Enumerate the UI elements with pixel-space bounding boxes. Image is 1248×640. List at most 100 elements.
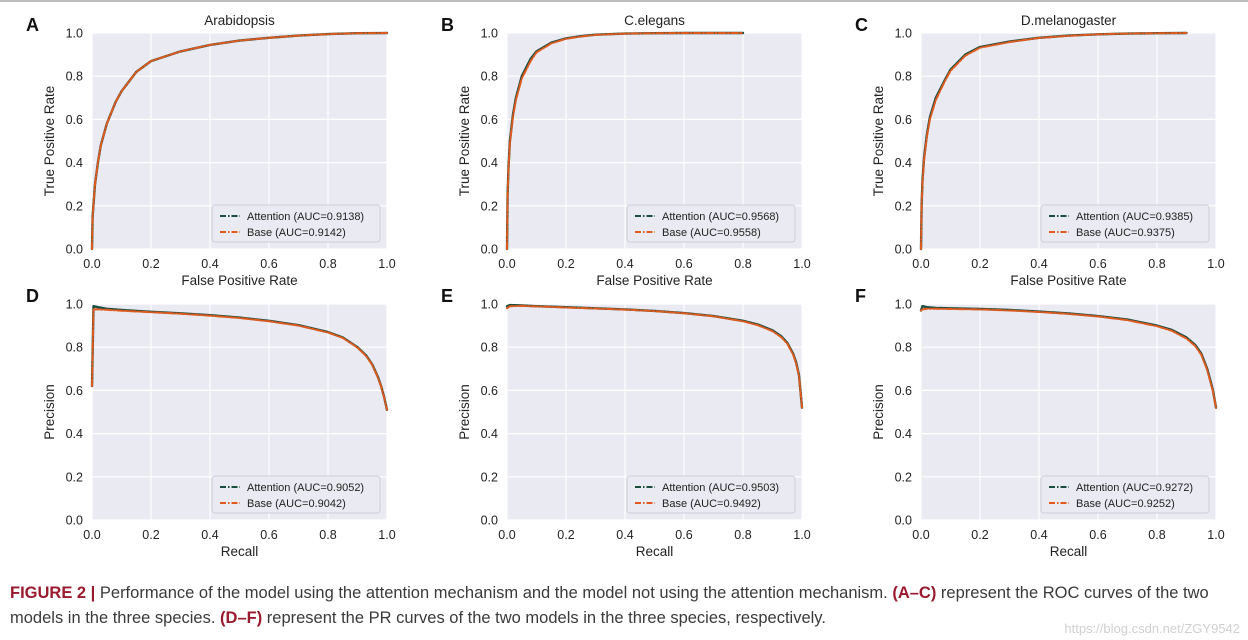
- panel-pr-dmelanogaster: 0.00.0 0.2 0.2 0.4 0.4 0.6 0.6 0.8 0.8 1.0 1.0 Reca…: [855, 286, 1225, 559]
- y-tick-label: 0.6: [66, 113, 83, 127]
- y-tick-label: 0.0: [481, 243, 498, 257]
- legend-entry: Attention (AUC=0.9272): [1076, 482, 1193, 494]
- legend-entry: Attention (AUC=0.9138): [247, 211, 364, 223]
- panel-letter: A: [26, 15, 39, 35]
- y-tick-label: 0.2: [895, 470, 912, 484]
- y-tick-label: 0.8: [481, 70, 498, 84]
- x-tick-label: 0.2: [142, 257, 159, 271]
- y-tick-label: 0.4: [481, 156, 498, 170]
- caption-text-2: represent the ROC curves of the two mode…: [10, 584, 1209, 627]
- x-tick-label: 0.0: [912, 528, 929, 542]
- legend-entry: Base (AUC=0.9492): [662, 498, 761, 510]
- x-tick-label: 0.0: [498, 257, 515, 271]
- y-tick-label: 0.6: [66, 384, 83, 398]
- y-axis-label: Precision: [457, 384, 472, 440]
- y-axis-label: Precision: [42, 384, 57, 440]
- panel-roc-dmelanogaster: 0.00.0 0.2 0.2 0.4 0.4 0.6 0.6 0.8 0.8 1.0 1.0 D.me…: [855, 13, 1225, 288]
- y-tick-label: 1.0: [66, 27, 83, 41]
- legend-entry: Base (AUC=0.9558): [662, 227, 761, 239]
- y-tick-label: 1.0: [895, 298, 912, 312]
- series-line-base: [920, 307, 1217, 409]
- x-tick-label: 1.0: [1207, 257, 1224, 271]
- panel-pr-celegans: 0.00.0 0.2 0.2 0.4 0.4 0.6 0.6 0.8 0.8 1.0 1.0 Reca…: [441, 286, 811, 559]
- x-tick-label: 0.8: [734, 257, 751, 271]
- legend-box: [211, 475, 381, 514]
- figure-caption: FIGURE 2 | Performance of the model usin…: [10, 581, 1242, 631]
- series-line-base: [506, 304, 803, 409]
- y-tick-label: 0.0: [66, 243, 83, 257]
- legend-entry: Base (AUC=0.9042): [247, 498, 346, 510]
- y-tick-label: 0.8: [895, 341, 912, 355]
- y-tick-label: 1.0: [895, 27, 912, 41]
- y-tick-label: 0.4: [66, 427, 83, 441]
- x-axis-label: False Positive Rate: [1010, 273, 1126, 288]
- panel-pr-arabidopsis: 0.00.0 0.2 0.2 0.4 0.4 0.6 0.6 0.8 0.8 1.0 1.0 Reca…: [26, 286, 396, 559]
- x-tick-label: 0.6: [1089, 528, 1106, 542]
- y-tick-label: 0.0: [895, 243, 912, 257]
- series-line-base: [920, 32, 1188, 250]
- x-tick-label: 0.0: [498, 528, 515, 542]
- y-axis-label: True Positive Rate: [871, 86, 886, 197]
- y-tick-label: 0.4: [895, 156, 912, 170]
- x-axis-label: False Positive Rate: [596, 273, 712, 288]
- x-tick-label: 0.2: [971, 528, 988, 542]
- y-tick-label: 0.6: [895, 113, 912, 127]
- y-tick-label: 0.6: [895, 384, 912, 398]
- y-tick-label: 0.8: [481, 341, 498, 355]
- series-line-base: [506, 32, 744, 250]
- x-tick-label: 0.4: [616, 257, 633, 271]
- y-tick-label: 0.0: [66, 514, 83, 528]
- legend-box: [1040, 204, 1210, 243]
- y-tick-label: 0.0: [895, 514, 912, 528]
- x-tick-label: 0.6: [1089, 257, 1106, 271]
- x-tick-label: 0.4: [201, 528, 218, 542]
- y-tick-label: 0.6: [481, 113, 498, 127]
- y-tick-label: 0.2: [481, 199, 498, 213]
- x-tick-label: 0.4: [616, 528, 633, 542]
- caption-ref-1: (A–C): [892, 584, 937, 602]
- y-tick-label: 1.0: [481, 298, 498, 312]
- caption-ref-2: (D–F): [220, 609, 263, 627]
- x-tick-label: 0.2: [557, 257, 574, 271]
- top-rule: [0, 0, 1248, 2]
- chart-title: Arabidopsis: [204, 13, 275, 28]
- panel-roc-celegans: 0.00.0 0.2 0.2 0.4 0.4 0.6 0.6 0.8 0.8 1.0 1.0 C.el…: [441, 13, 811, 288]
- panel-letter: E: [441, 286, 453, 306]
- x-tick-label: 0.4: [201, 257, 218, 271]
- y-tick-label: 0.4: [895, 427, 912, 441]
- y-tick-label: 0.2: [481, 470, 498, 484]
- y-tick-label: 1.0: [66, 298, 83, 312]
- legend-box: [211, 204, 381, 243]
- legend-box: [626, 475, 796, 514]
- y-tick-label: 0.2: [66, 470, 83, 484]
- caption-text-3: represent the PR curves of the two model…: [262, 609, 826, 627]
- panel-letter: B: [441, 15, 454, 35]
- y-tick-label: 0.6: [481, 384, 498, 398]
- x-tick-label: 0.6: [260, 528, 277, 542]
- x-tick-label: 0.2: [557, 528, 574, 542]
- x-tick-label: 1.0: [378, 257, 395, 271]
- panel-letter: C: [855, 15, 868, 35]
- panel-roc-arabidopsis: 0.00.0 0.2 0.2 0.4 0.4 0.6 0.6 0.8 0.8 1.0 1.0 Arab…: [26, 13, 396, 288]
- legend-entry: Attention (AUC=0.9568): [662, 211, 779, 223]
- y-axis-label: Precision: [871, 384, 886, 440]
- figure: 0.00.00.20.20.40.40.60.60.80.81.01.0Arab…: [26, 13, 1225, 559]
- caption-text-1: Performance of the model using the atten…: [95, 584, 893, 602]
- y-tick-label: 0.8: [66, 70, 83, 84]
- x-tick-label: 0.2: [971, 257, 988, 271]
- x-tick-label: 1.0: [793, 257, 810, 271]
- y-tick-label: 1.0: [481, 27, 498, 41]
- chart-title: D.melanogaster: [1021, 13, 1117, 28]
- series-line-base: [91, 32, 388, 250]
- x-tick-label: 0.8: [1148, 528, 1165, 542]
- x-tick-label: 0.6: [675, 528, 692, 542]
- x-tick-label: 0.8: [734, 528, 751, 542]
- x-tick-label: 0.8: [319, 528, 336, 542]
- x-tick-label: 0.4: [1030, 257, 1047, 271]
- x-tick-label: 0.4: [1030, 528, 1047, 542]
- legend-entry: Base (AUC=0.9142): [247, 227, 346, 239]
- x-tick-label: 0.6: [675, 257, 692, 271]
- x-tick-label: 0.8: [319, 257, 336, 271]
- panel-letter: D: [26, 286, 39, 306]
- x-tick-label: 0.0: [912, 257, 929, 271]
